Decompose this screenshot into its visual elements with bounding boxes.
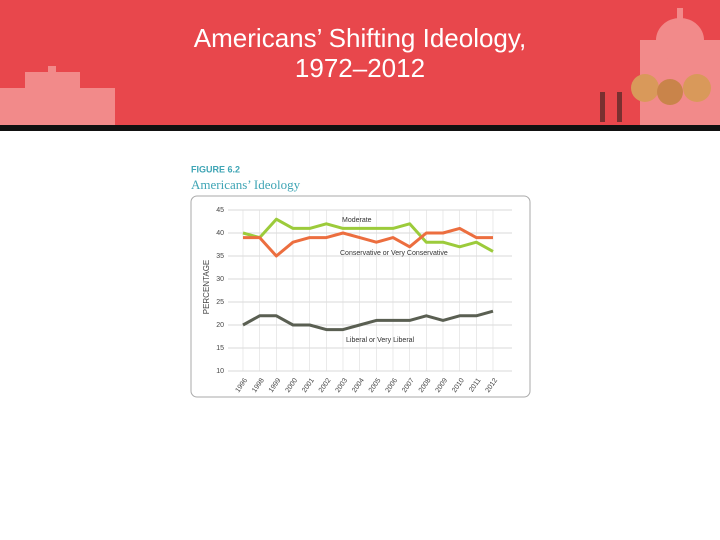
chart-frame: [190, 195, 531, 398]
series-label: Conservative or Very Conservative: [340, 250, 448, 257]
y-tick-label: 10: [216, 368, 224, 375]
header-decoration: [0, 8, 720, 125]
series-label: Liberal or Very Liberal: [346, 337, 415, 344]
figure-label: FIGURE 6.2: [191, 164, 240, 174]
y-tick-label: 15: [216, 345, 224, 352]
y-tick-label: 45: [216, 207, 224, 214]
y-tick-label: 20: [216, 322, 224, 329]
series-label: Moderate: [342, 217, 372, 224]
y-axis-label: PERCENTAGE: [202, 260, 211, 315]
y-tick-label: 35: [216, 253, 224, 260]
slide-title: 1972–2012: [295, 53, 425, 83]
series-line: [242, 309, 494, 332]
y-tick-label: 40: [216, 230, 224, 237]
chart-title: Americans’ Ideology: [191, 177, 301, 192]
y-tick-label: 25: [216, 299, 224, 306]
slide-title: Americans’ Shifting Ideology,: [194, 23, 526, 53]
series-line: [243, 226, 493, 258]
header-rule: [0, 125, 720, 131]
series-line: [242, 217, 494, 253]
y-tick-label: 30: [216, 276, 224, 283]
